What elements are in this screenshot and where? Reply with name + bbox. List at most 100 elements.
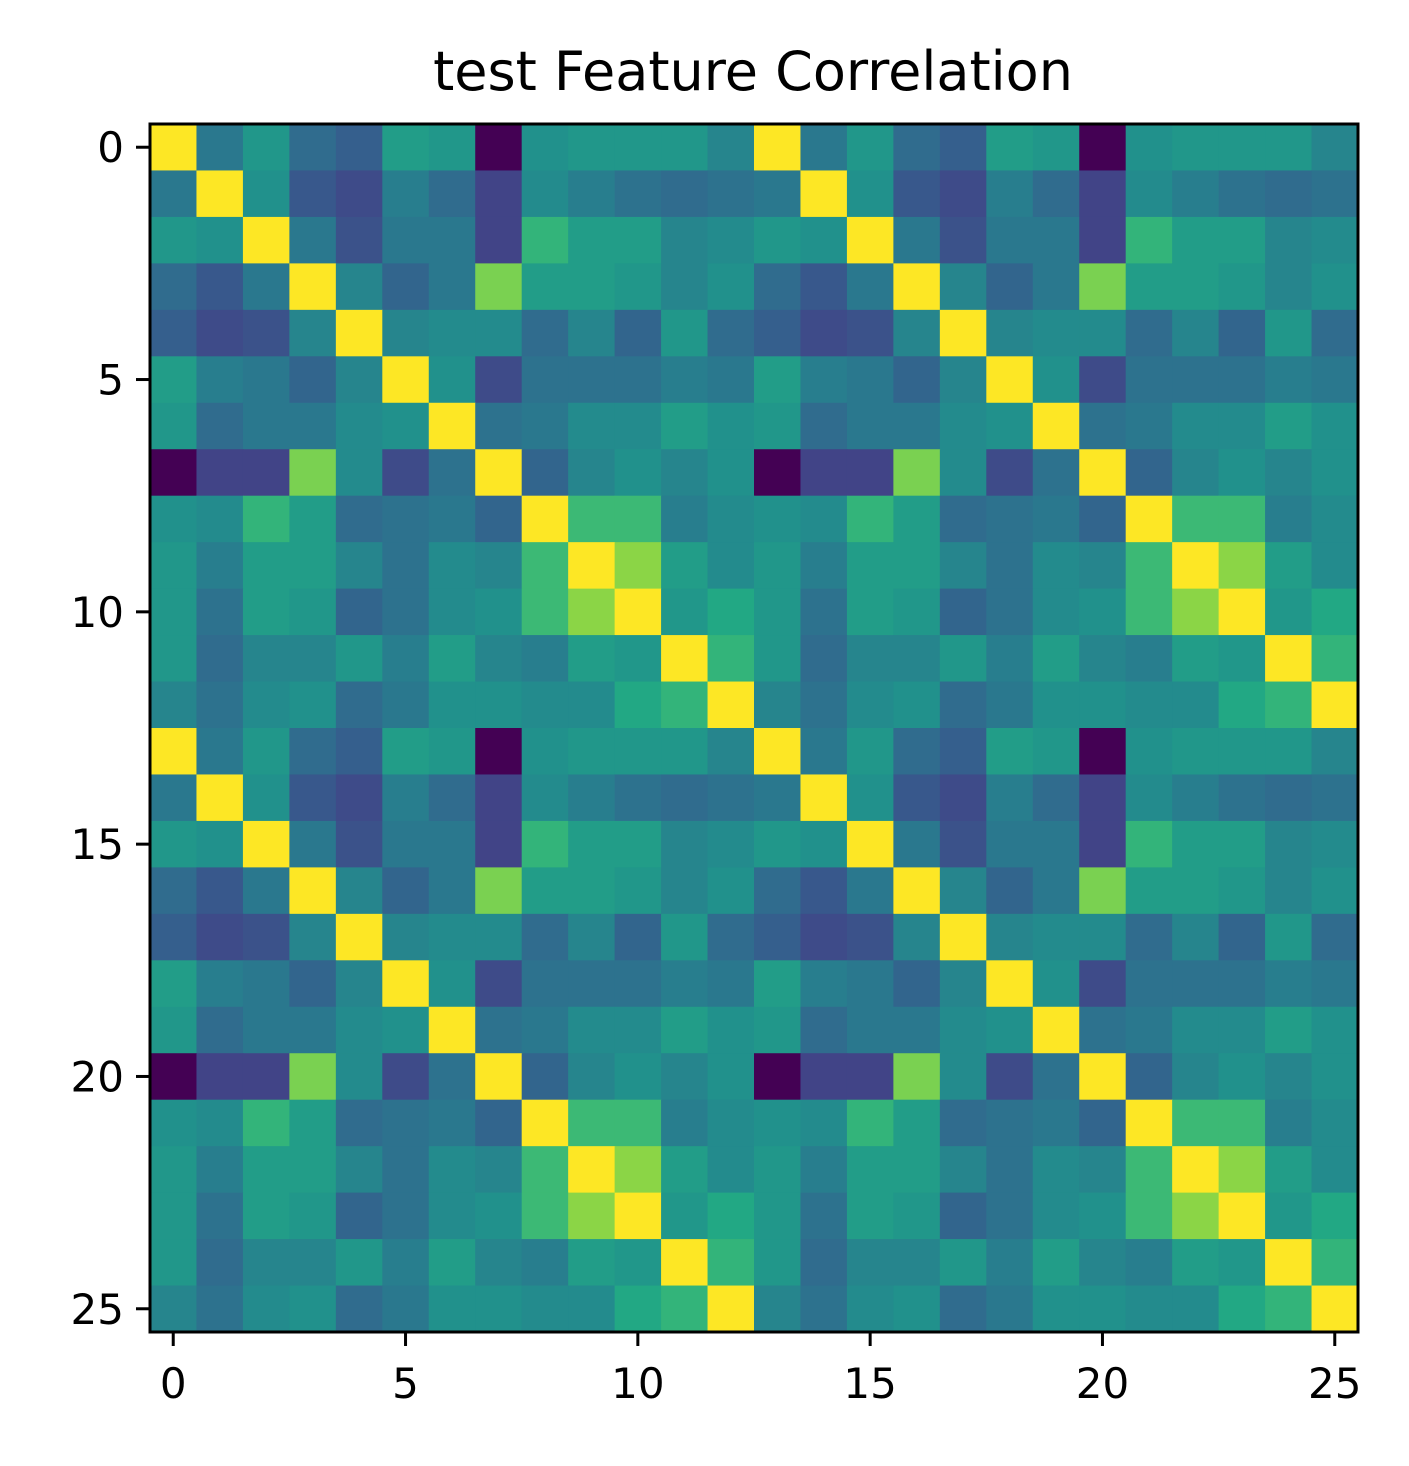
heatmap-cell [382,124,430,172]
heatmap-cell [335,820,383,868]
heatmap-cell [1032,1099,1080,1147]
heatmap-cell [846,170,894,218]
heatmap-cell [1032,1006,1080,1054]
heatmap-cell [1125,170,1173,218]
heatmap-cell [428,588,476,636]
heatmap-cell [428,1053,476,1101]
heatmap-cell [1125,1239,1173,1287]
heatmap-cell [1172,681,1220,729]
heatmap-cell [1218,263,1266,311]
heatmap-cell [382,960,430,1008]
heatmap-cell [1032,170,1080,218]
heatmap-cell [986,1285,1034,1333]
heatmap-cell [1172,1053,1220,1101]
heatmap-cell [754,309,802,357]
heatmap-cell [1311,170,1359,218]
heatmap-cell [242,124,290,172]
heatmap-cell [986,495,1034,543]
heatmap-cell [986,635,1034,683]
heatmap-cell [939,449,987,497]
heatmap-cell [568,495,616,543]
heatmap-cell [475,542,523,590]
heatmap-cell [1032,728,1080,776]
heatmap-cell [382,1053,430,1101]
heatmap-cell [196,542,244,590]
heatmap-cell [1311,774,1359,822]
heatmap-cell [893,820,941,868]
heatmap-cell [335,170,383,218]
heatmap-cell [939,1285,987,1333]
heatmap-cell [614,542,662,590]
heatmap-cell [1079,728,1127,776]
heatmap-cell [242,635,290,683]
heatmap-cell [893,1099,941,1147]
heatmap-cell [568,124,616,172]
heatmap-cell [1079,1146,1127,1194]
y-tick-label: 15 [71,820,124,869]
heatmap-cell [196,728,244,776]
heatmap-cell [800,1099,848,1147]
heatmap-cell [661,588,709,636]
heatmap-cell [521,1099,569,1147]
heatmap-cell [939,635,987,683]
heatmap-cell [1079,681,1127,729]
heatmap-cell [196,402,244,450]
heatmap-cell [614,356,662,404]
heatmap-cell [1125,774,1173,822]
heatmap-cell [986,1192,1034,1240]
heatmap-cell [1172,263,1220,311]
heatmap-cell [335,263,383,311]
heatmap-cell [150,913,198,961]
heatmap-cell [521,1146,569,1194]
heatmap-cell [150,1099,198,1147]
heatmap-cell [614,263,662,311]
heatmap-cell [661,124,709,172]
heatmap-cell [568,449,616,497]
plot-frame [148,122,1360,1334]
heatmap-cell [242,1239,290,1287]
heatmap-cell [1218,728,1266,776]
heatmap-cell [242,1146,290,1194]
heatmap-cell [475,356,523,404]
heatmap-cell [1079,867,1127,915]
heatmap-cell [754,1192,802,1240]
heatmap-cell [196,588,244,636]
heatmap-cell [521,124,569,172]
heatmap-cell [800,170,848,218]
heatmap-cell [475,774,523,822]
heatmap-cell [1032,635,1080,683]
heatmap-cell [1079,1099,1127,1147]
heatmap-cell [1125,449,1173,497]
heatmap-cell [846,1006,894,1054]
heatmap-cell [1079,1285,1127,1333]
heatmap-cell [1125,913,1173,961]
heatmap-cell [1265,728,1313,776]
heatmap-cell [939,1239,987,1287]
heatmap-cell [1125,542,1173,590]
heatmap-cell [1079,263,1127,311]
y-tick-label: 5 [97,356,124,405]
heatmap-cell [707,356,755,404]
heatmap-cell [1079,1239,1127,1287]
heatmap-cell [289,681,337,729]
heatmap-cell [475,681,523,729]
heatmap-cell [614,1239,662,1287]
heatmap-cell [289,124,337,172]
heatmap-cell [707,309,755,357]
heatmap-cell [800,1192,848,1240]
heatmap-cell [1265,170,1313,218]
heatmap-cell [1032,588,1080,636]
heatmap-cell [196,216,244,264]
heatmap-cell [335,495,383,543]
heatmap-cell [335,635,383,683]
heatmap-cell [1265,263,1313,311]
heatmap-cell [1265,216,1313,264]
heatmap-cell [382,495,430,543]
heatmap-cell [289,913,337,961]
heatmap-cell [754,263,802,311]
heatmap-cell [1265,356,1313,404]
heatmap-cell [1032,1285,1080,1333]
heatmap-cell [521,635,569,683]
heatmap-cell [614,1146,662,1194]
